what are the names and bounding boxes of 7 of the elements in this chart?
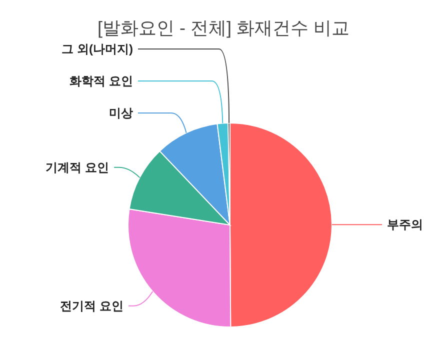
slice-label: 부주의 bbox=[387, 218, 423, 232]
slice-label: 화학적 요인 bbox=[70, 74, 133, 88]
chart-title: [발화요인 - 전체] 화재건수 비교 bbox=[98, 18, 350, 38]
slice-label: 그 외(나머지) bbox=[62, 42, 133, 56]
slice-label: 전기적 요인 bbox=[60, 298, 124, 313]
slice-label: 미상 bbox=[109, 106, 133, 120]
slice-label: 기계적 요인 bbox=[46, 160, 110, 174]
